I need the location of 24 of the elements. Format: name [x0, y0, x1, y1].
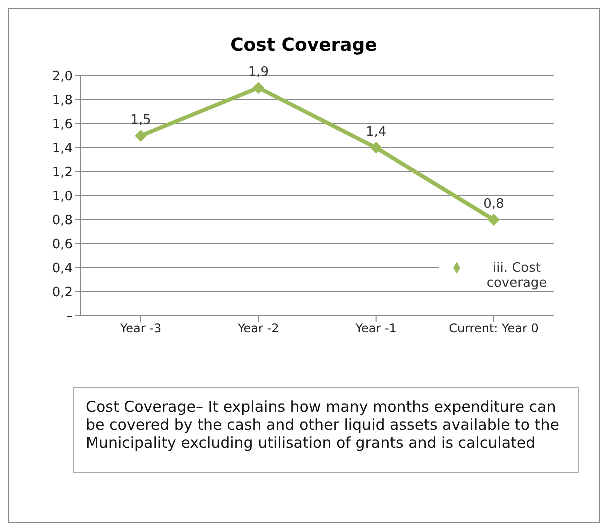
data-label: 1,4 — [366, 125, 387, 140]
y-tick-label: 1,6 — [52, 118, 73, 133]
y-tick-label: – — [66, 310, 73, 325]
y-tick-label: 1,2 — [52, 166, 73, 181]
point — [488, 214, 500, 226]
y-tick-label: 0,6 — [52, 238, 73, 253]
y-tick-label: 1,4 — [52, 142, 73, 157]
x-tick-label: Year -3 — [119, 322, 162, 336]
point — [370, 142, 382, 154]
chart-title: Cost Coverage — [230, 35, 378, 56]
x-tick-label: Year -2 — [237, 322, 280, 336]
point — [135, 130, 147, 142]
data-label: 0,8 — [484, 197, 504, 212]
y-tick-label: 0,2 — [52, 286, 73, 301]
x-tick-label: Year -1 — [354, 322, 397, 336]
y-tick-label: 2,0 — [52, 70, 73, 85]
y-tick-label: 0,4 — [52, 262, 73, 277]
text: Cost Coverage– It explains how many months expenditure can be covered by the cash and other liquid assets available to the Municipality excluding utilisation of grants and is calculated — [73, 387, 579, 473]
y-tick-label: 1,8 — [52, 94, 73, 109]
legend-label: iii. Cost coverage — [486, 261, 548, 291]
point — [252, 82, 265, 94]
x-tick-label: Current: Year 0 — [449, 322, 539, 336]
y-tick-label: 0,8 — [52, 214, 73, 229]
y-tick-label: 1,0 — [52, 190, 73, 205]
